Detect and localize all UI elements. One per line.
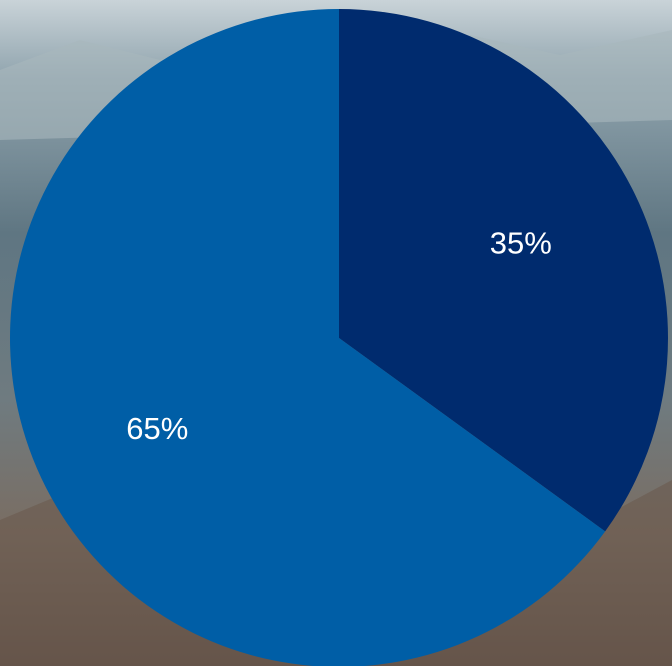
slice-label: 35% xyxy=(490,226,552,261)
pie-slice xyxy=(10,9,606,666)
pie: 35% 65% xyxy=(10,9,668,666)
pie-slice xyxy=(339,9,668,532)
slice-label: 65% xyxy=(126,411,188,446)
